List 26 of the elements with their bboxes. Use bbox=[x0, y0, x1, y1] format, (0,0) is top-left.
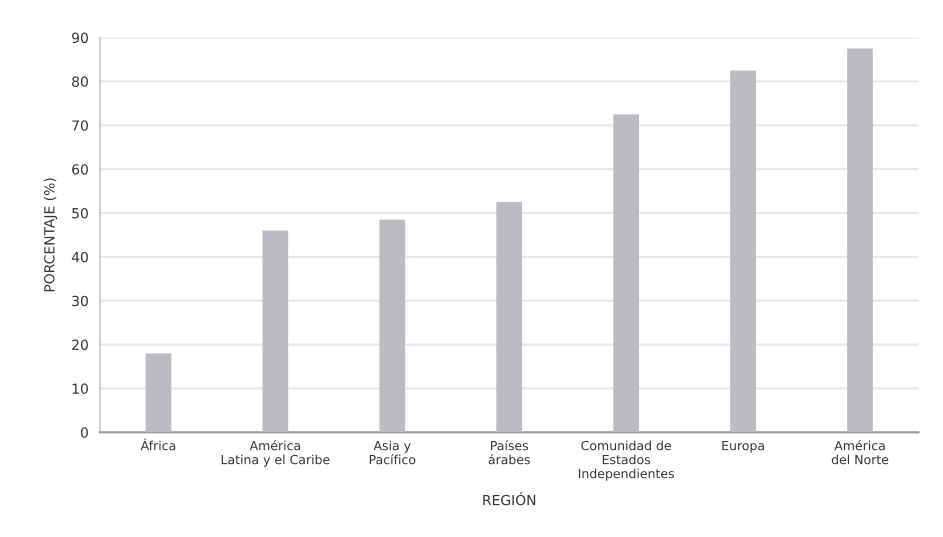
y-tick-label: 90 bbox=[72, 32, 88, 44]
x-tick-label: Países árabes bbox=[488, 440, 530, 464]
bar bbox=[379, 220, 406, 432]
y-tick-label: 30 bbox=[72, 296, 88, 306]
y-tick-label: 60 bbox=[72, 164, 88, 175]
x-tick-label: América Latina y el Caribe bbox=[222, 440, 330, 467]
y-tick-label: 50 bbox=[72, 208, 88, 218]
y-tick-label: 80 bbox=[72, 76, 88, 87]
bar bbox=[730, 70, 756, 432]
y-tick-label: 40 bbox=[72, 252, 88, 262]
y-tick-label: 20 bbox=[72, 340, 88, 350]
y-tick-label: 0 bbox=[80, 427, 88, 438]
y-tick-label: 70 bbox=[72, 120, 88, 131]
bar bbox=[613, 114, 640, 432]
bar bbox=[847, 48, 873, 432]
x-tick-label: Asia y Pacífico bbox=[370, 440, 416, 464]
bar bbox=[146, 353, 172, 432]
y-axis-title: PORCENTAJE (%) bbox=[44, 178, 58, 292]
bar bbox=[496, 202, 522, 432]
x-tick-label: África bbox=[140, 438, 176, 450]
x-tick-label: América del Norte bbox=[832, 440, 888, 464]
x-axis-title: REGIÓN bbox=[483, 492, 536, 506]
bar bbox=[262, 230, 288, 432]
x-tick-label: Comunidad de Estados Independientes bbox=[578, 440, 674, 481]
x-tick-label: Europa bbox=[722, 441, 764, 453]
y-tick-label: 10 bbox=[72, 383, 88, 394]
